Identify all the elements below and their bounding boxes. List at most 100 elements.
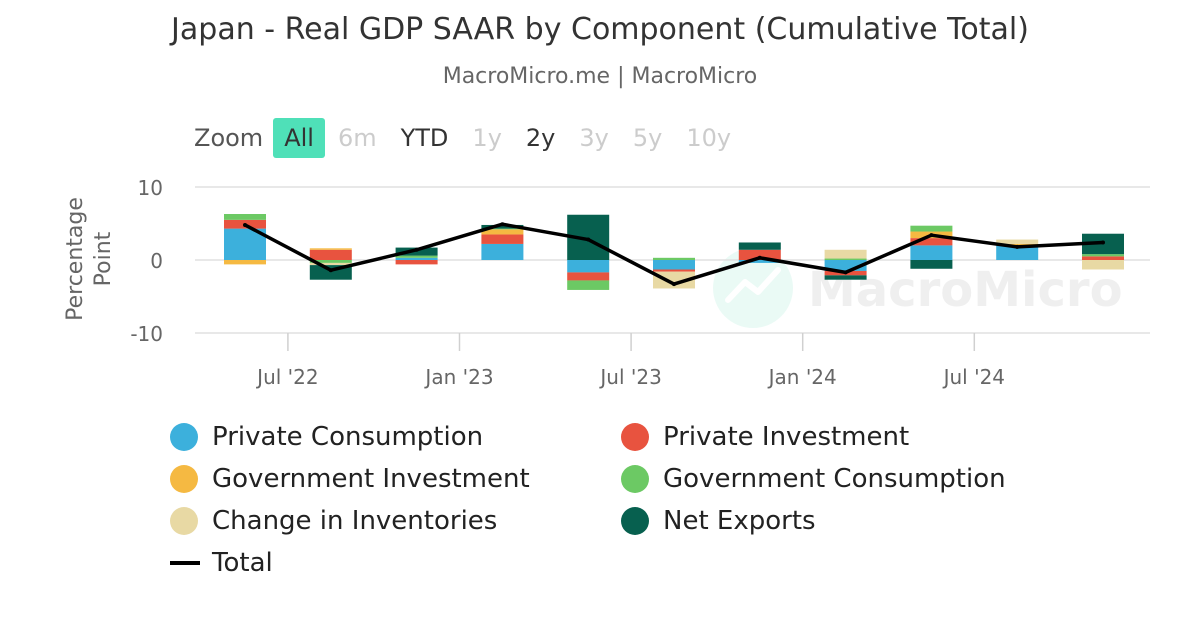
- legend-swatch: [621, 423, 649, 451]
- total-point[interactable]: [500, 222, 505, 227]
- bar-segment[interactable]: Private Investment: 1.4: [738, 249, 781, 260]
- chart-subtitle: MacroMicro.me | MacroMicro: [442, 64, 758, 89]
- bar-segment[interactable]: Government Consumption: 0.2: [824, 258, 867, 260]
- zoom-3y-button[interactable]: 3y: [579, 124, 609, 152]
- total-point[interactable]: [929, 233, 934, 238]
- bar-segment[interactable]: Private Investment: -0.6: [395, 260, 438, 265]
- zoom-6m-button[interactable]: 6m: [337, 124, 377, 152]
- legend-item-private-consumption[interactable]: Private Consumption: [170, 422, 483, 452]
- y-tick-label: -10: [130, 322, 163, 346]
- x-tick-label: Jan '23: [423, 365, 493, 389]
- bar-segment[interactable]: Private Investment: -0.3: [653, 269, 695, 272]
- bar-segment[interactable]: Government Consumption: -1.3: [567, 280, 610, 290]
- total-point[interactable]: [243, 222, 247, 227]
- zoom-1y-button[interactable]: 1y: [472, 124, 502, 152]
- y-tick-label: 10: [138, 176, 163, 200]
- bar-segment[interactable]: Private Consumption: -1.7: [567, 260, 610, 273]
- x-tick-label: Jul '23: [598, 365, 661, 389]
- total-point[interactable]: [328, 268, 333, 273]
- legend-line-swatch: [170, 561, 200, 565]
- legend-item-change-in-inventories[interactable]: Change in Inventories: [170, 506, 497, 536]
- bar-segment[interactable]: Government Investment: 0.2: [309, 248, 352, 250]
- legend-swatch: [170, 465, 198, 493]
- total-point[interactable]: [843, 270, 848, 275]
- bar-segment[interactable]: Government Consumption: 0.3: [653, 257, 695, 260]
- x-tick-label: Jul '24: [942, 365, 1005, 389]
- legend-item-government-consumption[interactable]: Government Consumption: [621, 464, 1006, 494]
- bar-segment[interactable]: Government Consumption: 0.8: [910, 225, 953, 232]
- bar-stack: Private Consumption: -1.3Private Investm…: [653, 257, 695, 289]
- bar-stack: Private Consumption: 4.3Private Investme…: [224, 214, 266, 265]
- bar-segment[interactable]: Net Exports: -1.2: [910, 260, 953, 269]
- bar-segment[interactable]: Private Investment: 1.4: [309, 249, 352, 260]
- zoom-10y-button[interactable]: 10y: [686, 124, 732, 152]
- legend-swatch: [621, 465, 649, 493]
- y-axis-label: Percentage: [63, 197, 88, 321]
- x-axis-ticks: Jul '22 Jan '23 Jul '23 Jan '24 Jul '24: [255, 333, 1005, 389]
- bar-segment[interactable]: Government Consumption: 0.3: [395, 255, 438, 258]
- bar-segment[interactable]: Net Exports: -0.6: [824, 275, 867, 280]
- legend-label: Change in Inventories: [212, 506, 498, 536]
- legend-label: Government Consumption: [663, 464, 1006, 494]
- zoom-ytd-button[interactable]: YTD: [400, 124, 449, 152]
- legend-item-total[interactable]: Total: [170, 548, 273, 578]
- bar-segment[interactable]: Government Consumption: 0.3: [1082, 254, 1124, 257]
- bar-segment[interactable]: Private Investment: 1.0: [910, 238, 953, 246]
- bar-segment[interactable]: Government Investment: -0.6: [224, 260, 266, 265]
- y-tick-label: 0: [150, 249, 163, 273]
- zoom-5y-button[interactable]: 5y: [632, 124, 663, 152]
- zoom-all-button[interactable]: All: [273, 118, 325, 158]
- bar-segment[interactable]: Private Consumption: -0.4: [738, 260, 781, 263]
- bar-segment[interactable]: Government Consumption: -0.4: [309, 260, 352, 263]
- bar-segment[interactable]: Net Exports: 1.0: [738, 242, 781, 250]
- legend-item-government-investment[interactable]: Government Investment: [170, 464, 530, 494]
- total-line-series: [243, 222, 1105, 287]
- legend-label: Government Investment: [212, 464, 530, 494]
- bar-segment[interactable]: Private Consumption: 0.3: [395, 257, 438, 260]
- zoom-controls: Zoom All 6m YTD 1y 2y 3y 5y 10y: [194, 116, 744, 160]
- bar-segment[interactable]: Change in Inventories: -0.3: [309, 262, 352, 266]
- zoom-2y-button[interactable]: 2y: [525, 124, 556, 152]
- bar-stack: Private Consumption: 2.0Private Investme…: [910, 225, 953, 269]
- bar-segment[interactable]: Government Consumption: 0.1: [481, 228, 524, 230]
- x-tick-label: Jul '22: [255, 365, 318, 389]
- bar-stack: Private Investment: 0.5Government Consum…: [1082, 233, 1124, 270]
- bar-segment[interactable]: Government Consumption: 0.8: [224, 214, 266, 220]
- zoom-label: Zoom: [194, 124, 264, 152]
- bar-segment[interactable]: Private Consumption: -1.3: [653, 260, 695, 270]
- legend-swatch: [170, 507, 198, 535]
- bar-segment[interactable]: Change in Inventories: -2.3: [653, 271, 695, 289]
- legend-item-private-investment[interactable]: Private Investment: [621, 422, 909, 452]
- bar-segment[interactable]: Government Investment: 0.7: [481, 229, 524, 235]
- total-point[interactable]: [1015, 244, 1020, 249]
- total-point[interactable]: [672, 282, 676, 287]
- bar-segment[interactable]: Private Investment: 1.3: [481, 234, 524, 244]
- bar-segment[interactable]: Private Consumption: 2.0: [996, 245, 1039, 260]
- bar-segment[interactable]: Private Consumption: -1.5: [824, 260, 867, 271]
- total-point[interactable]: [586, 237, 591, 242]
- total-point[interactable]: [1101, 240, 1105, 245]
- total-point[interactable]: [757, 255, 762, 260]
- total-point[interactable]: [414, 247, 419, 252]
- chart-plot: MacroMicro 100-10 Percentage Point Priva…: [63, 176, 1150, 389]
- bar-segment[interactable]: Government Investment: 0.2: [996, 243, 1039, 246]
- bar-segment[interactable]: Private Consumption: 2.0: [910, 245, 953, 260]
- legend-swatch: [170, 423, 198, 451]
- legend-label: Private Investment: [663, 422, 910, 452]
- bar-segment[interactable]: Change in Inventories: 1.2: [824, 249, 867, 259]
- bar-segment[interactable]: Change in Inventories: -1.3: [1082, 260, 1124, 270]
- bar-segment[interactable]: Private Investment: -1.1: [567, 272, 610, 281]
- legend-item-net-exports[interactable]: Net Exports: [621, 506, 816, 536]
- bar-segment[interactable]: Private Consumption: 2.2: [481, 243, 524, 260]
- bar-stack: Private Consumption: 2.0Government Inves…: [996, 239, 1039, 260]
- chart-title: Japan - Real GDP SAAR by Component (Cumu…: [171, 12, 1029, 47]
- legend-label: Net Exports: [663, 506, 816, 536]
- y-axis-ticks: 10 0 -10: [130, 176, 163, 346]
- bar-stack: Private Consumption: 2.2Private Investme…: [481, 224, 524, 260]
- x-tick-label: Jan '24: [767, 365, 837, 389]
- bar-segment[interactable]: Private Investment: 0.5: [1082, 256, 1124, 260]
- legend-label: Private Consumption: [212, 422, 484, 452]
- bar-segment[interactable]: Change in Inventories: 0.6: [996, 239, 1039, 244]
- bar-segment[interactable]: Net Exports: 0.5: [481, 224, 524, 229]
